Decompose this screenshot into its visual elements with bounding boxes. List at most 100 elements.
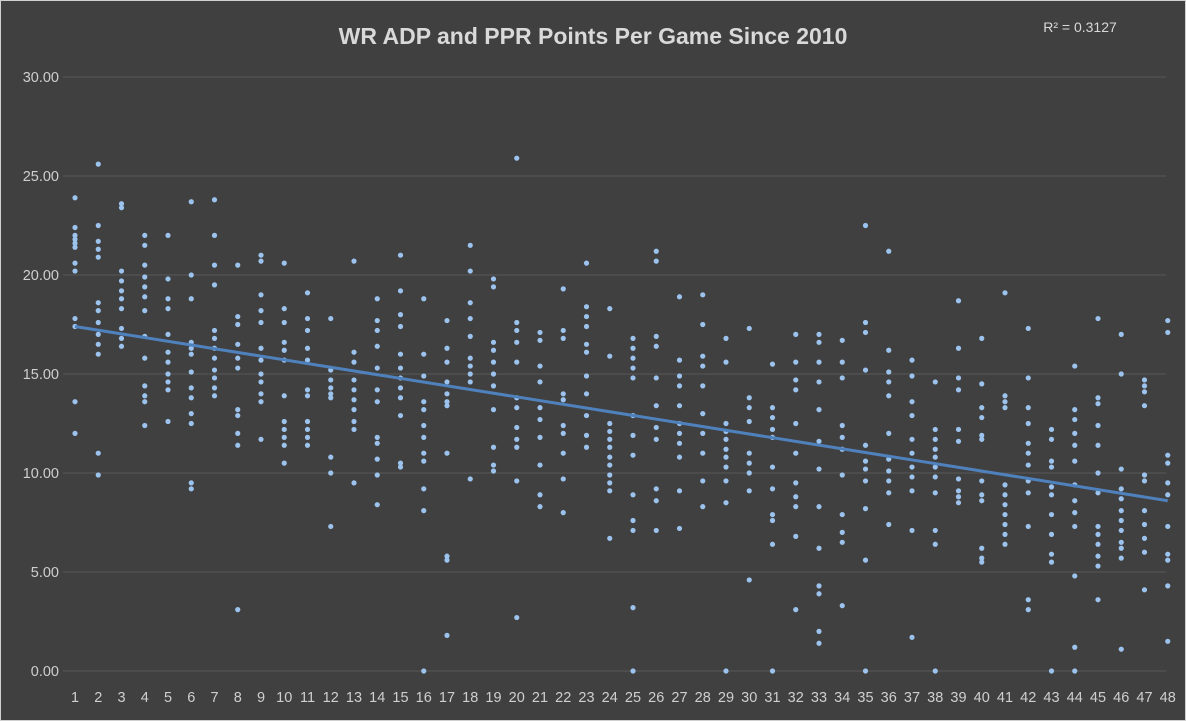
data-point (700, 504, 706, 510)
data-point (1048, 492, 1055, 498)
data-point (862, 319, 869, 326)
data-point (607, 454, 613, 460)
data-point (1072, 407, 1078, 413)
y-tick-label: 25.00 (23, 169, 59, 185)
data-point (211, 282, 218, 288)
data-point (421, 351, 427, 357)
data-point (793, 504, 799, 510)
data-point (979, 405, 985, 411)
data-point (328, 395, 334, 401)
data-point (444, 403, 450, 409)
data-point (560, 286, 566, 292)
data-point (816, 545, 822, 551)
data-point (793, 494, 799, 500)
data-point (235, 313, 241, 320)
data-point (932, 426, 938, 433)
y-tick-label: 20.00 (23, 268, 59, 284)
data-point (955, 375, 962, 381)
data-point (793, 331, 799, 337)
data-point (118, 335, 125, 341)
data-point (1048, 458, 1055, 464)
data-point (816, 407, 822, 413)
data-point (281, 442, 287, 448)
data-point (72, 236, 78, 242)
data-point (1002, 405, 1008, 411)
data-point (142, 393, 148, 399)
data-point (351, 359, 357, 365)
data-point (72, 195, 78, 201)
data-point (467, 363, 473, 369)
data-point (676, 294, 683, 300)
x-tick-label: 26 (648, 690, 664, 706)
data-point (816, 591, 822, 597)
data-point (467, 315, 473, 322)
data-point (1165, 452, 1171, 458)
x-tick-label: 25 (625, 690, 641, 706)
data-point (188, 272, 194, 278)
data-point (862, 367, 869, 373)
data-point (1048, 511, 1055, 518)
data-point (932, 527, 938, 534)
data-point (514, 155, 520, 161)
data-point (909, 357, 915, 363)
data-point (769, 464, 776, 470)
data-point (676, 525, 683, 532)
data-point (537, 504, 543, 510)
data-point (397, 395, 404, 401)
data-point (397, 288, 404, 294)
data-point (723, 335, 729, 341)
data-point (1141, 549, 1148, 555)
data-point (374, 434, 380, 440)
data-point (653, 498, 659, 504)
data-point (1095, 470, 1101, 476)
data-point (537, 434, 543, 440)
data-point (421, 399, 427, 405)
data-point (700, 450, 706, 456)
data-point (537, 462, 543, 468)
x-tick-label: 40 (974, 690, 990, 706)
data-point (467, 379, 473, 385)
data-point (676, 403, 683, 409)
data-point (1048, 559, 1055, 565)
data-point (328, 523, 334, 530)
data-point (979, 545, 985, 551)
data-point (583, 432, 590, 438)
data-point (444, 450, 450, 456)
data-point (839, 359, 845, 365)
x-tick-label: 17 (439, 690, 455, 706)
data-point (258, 292, 264, 298)
data-point (793, 480, 799, 486)
data-point (1165, 638, 1171, 644)
data-point (1141, 383, 1148, 389)
data-point (1002, 502, 1008, 508)
r-squared-annotation: R² = 0.3127 (1043, 19, 1117, 35)
data-point (1095, 541, 1101, 547)
y-tick-label: 15.00 (23, 367, 59, 383)
data-point (397, 412, 404, 419)
data-point (72, 430, 78, 436)
data-point (630, 375, 636, 381)
data-point (955, 438, 962, 444)
data-point (955, 488, 962, 494)
data-point (351, 258, 357, 264)
data-point (700, 292, 706, 298)
data-point (188, 351, 194, 357)
x-tick-label: 11 (300, 690, 315, 706)
data-point (583, 341, 590, 347)
data-point (723, 668, 729, 674)
data-point (1141, 377, 1148, 383)
data-point (514, 444, 520, 450)
data-point (793, 387, 799, 393)
data-point (583, 349, 590, 355)
data-point (351, 377, 357, 383)
data-point (607, 535, 613, 541)
data-point (397, 252, 404, 258)
data-point (932, 436, 938, 442)
data-point (793, 533, 799, 539)
data-point (886, 521, 892, 528)
data-point (955, 476, 962, 482)
data-point (653, 403, 659, 409)
data-point (165, 418, 171, 425)
data-point (1118, 496, 1124, 502)
data-point (328, 377, 334, 383)
